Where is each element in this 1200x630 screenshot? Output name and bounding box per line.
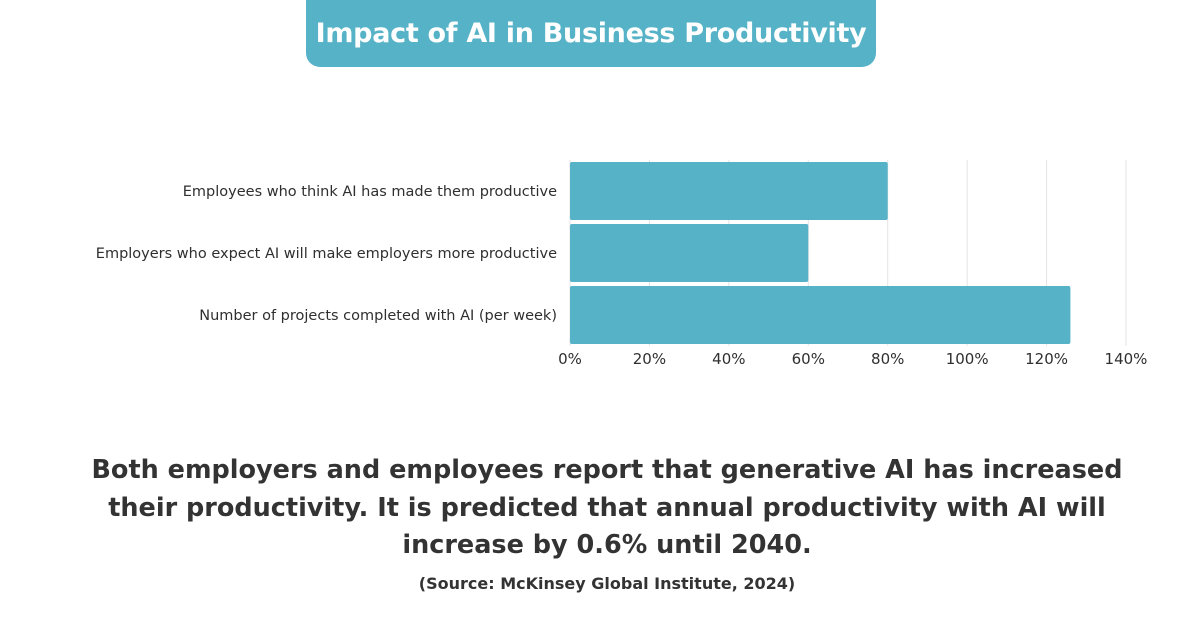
x-tick-label: 60%: [792, 350, 825, 368]
bar: [570, 286, 1071, 344]
bar: [570, 224, 809, 282]
x-tick-label: 120%: [1025, 350, 1068, 368]
category-label: Number of projects completed with AI (pe…: [199, 308, 557, 324]
x-tick-label: 100%: [946, 350, 989, 368]
x-tick-label: 140%: [1105, 350, 1148, 368]
source-citation: (Source: McKinsey Global Institute, 2024…: [418, 574, 796, 593]
category-label: Employees who think AI has made them pro…: [183, 184, 557, 200]
title-banner: Impact of AI in Business Productivity: [306, 0, 876, 67]
page-title: Impact of AI in Business Productivity: [315, 18, 867, 49]
x-tick-label: 20%: [633, 350, 666, 368]
x-tick-label: 80%: [871, 350, 904, 368]
summary-caption: Both employers and employees report that…: [91, 455, 1123, 560]
chart-bars: [570, 162, 1071, 344]
bar: [570, 162, 888, 220]
category-label: Employers who expect AI will make employ…: [96, 246, 557, 262]
x-tick-label: 0%: [558, 350, 582, 368]
chart-category-labels: Employees who think AI has made them pro…: [96, 184, 557, 324]
chart-x-ticks: 0% 20% 40% 60% 80% 100% 120% 140%: [558, 350, 1147, 368]
x-tick-label: 40%: [712, 350, 745, 368]
